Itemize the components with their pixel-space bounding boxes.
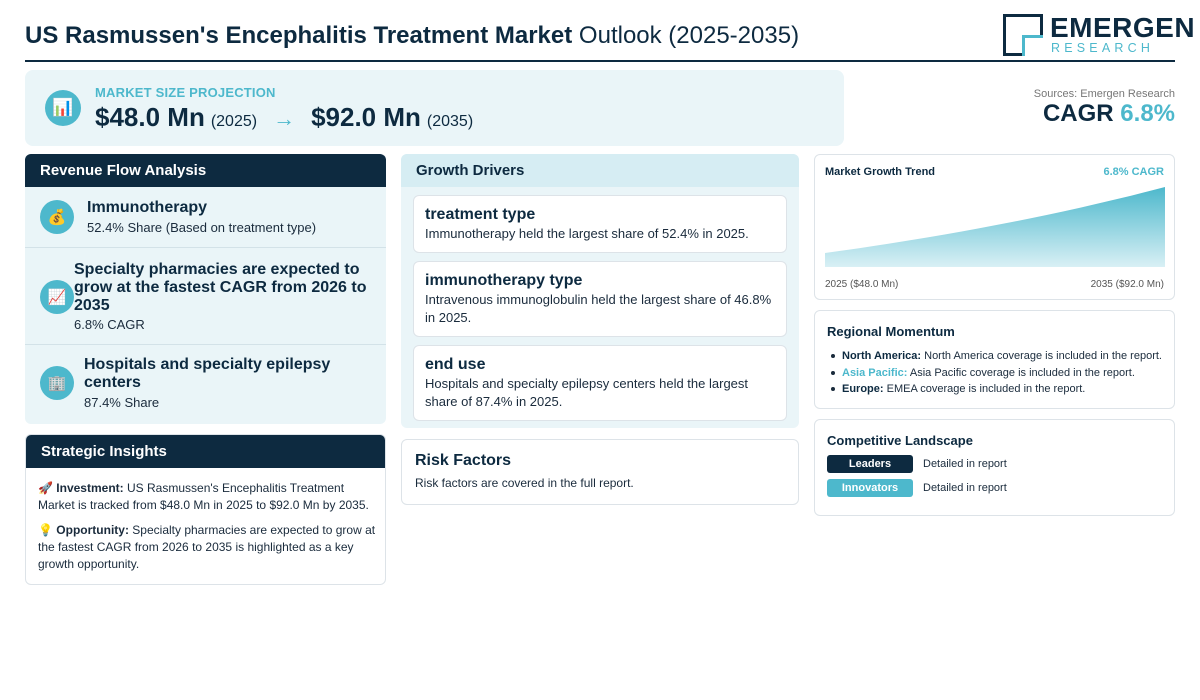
growth-drivers-heading: Growth Drivers [401, 154, 799, 187]
revenue-item-title: Specialty pharmacies are expected to gro… [74, 261, 367, 314]
region-item: North America: North America coverage is… [827, 348, 1172, 365]
cagr-value: 6.8% [1120, 100, 1175, 127]
page-title-suffix: Outlook (2025-2035) [578, 22, 800, 49]
insight-label: Opportunity: [56, 523, 129, 537]
region-item: Asia Pacific: Asia Pacific coverage is i… [827, 365, 1172, 382]
emergen-logo: EMERGEN RESEARCH [1003, 14, 1195, 56]
insight-text: US Rasmussen's Encephalitis Treatment Ma… [38, 481, 369, 512]
competitive-row: Leaders Detailed in report [827, 455, 1007, 473]
driver-title: immunotherapy type [425, 272, 583, 289]
projection-end-year: (2035) [426, 113, 474, 130]
leaders-badge: Leaders [827, 455, 913, 473]
trend-area-chart [825, 187, 1165, 267]
insight-text: Specialty pharmacies are expected to gro… [38, 523, 376, 571]
competitive-landscape-heading: Competitive Landscape [827, 433, 973, 448]
projection-start-value: $48.0 Mn [95, 102, 205, 132]
insight-opportunity: 💡 Opportunity: Specialty pharmacies are … [38, 522, 376, 573]
revenue-item-subtitle: 6.8% CAGR [74, 317, 145, 332]
region-text: Asia Pacific coverage is included in the… [909, 366, 1135, 379]
insight-investment: 🚀 Investment: US Rasmussen's Encephaliti… [38, 480, 376, 514]
region-name: Asia Pacific: [842, 366, 908, 379]
innovators-badge: Innovators [827, 479, 913, 497]
driver-description: Intravenous immunoglobulin held the larg… [425, 292, 772, 325]
insight-label: Investment: [56, 481, 124, 495]
revenue-flow-card: Revenue Flow Analysis 💰 Immunotherapy 52… [25, 154, 386, 424]
risk-factors-heading: Risk Factors [415, 452, 512, 469]
revenue-flow-heading: Revenue Flow Analysis [25, 154, 386, 187]
regional-momentum-heading: Regional Momentum [827, 324, 955, 339]
revenue-item-title: Immunotherapy [87, 199, 208, 216]
trend-up-chart-icon: 📈 [40, 280, 74, 314]
logo-main-text: EMERGEN [1050, 12, 1196, 43]
lightbulb-icon: 💡 [38, 523, 53, 537]
logo-mark-icon [1003, 14, 1043, 56]
region-name: Europe: [842, 383, 884, 395]
risk-factors-description: Risk factors are covered in the full rep… [415, 476, 634, 490]
market-growth-trend-card: Market Growth Trend 6.8% CAGR 2025 ($48.… [814, 154, 1175, 300]
logo-sub-text: RESEARCH [1051, 41, 1155, 55]
revenue-item-subtitle: 52.4% Share (Based on treatment type) [87, 220, 317, 235]
revenue-item-title: Hospitals and specialty epilepsy centers [84, 356, 331, 391]
trend-end-label: 2035 ($92.0 Mn) [1090, 279, 1164, 290]
region-name: North America: [842, 350, 922, 362]
revenue-item: 🏢 Hospitals and specialty epilepsy cente… [25, 345, 386, 424]
arrow-right-icon: → [273, 106, 296, 131]
regional-list: North America: North America coverage is… [827, 348, 1172, 398]
cagr-summary: CAGR 6.8% [1043, 100, 1175, 128]
driver-item: immunotherapy type Intravenous immunoglo… [413, 261, 787, 337]
trend-title: Market Growth Trend [825, 166, 936, 178]
projection-label: MARKET SIZE PROJECTION [95, 85, 276, 100]
trend-start-label: 2025 ($48.0 Mn) [825, 279, 899, 290]
cagr-label: CAGR [1042, 100, 1114, 127]
market-size-projection: 📊 MARKET SIZE PROJECTION $48.0 Mn (2025)… [25, 70, 844, 146]
region-item: Europe: EMEA coverage is included in the… [827, 381, 1172, 398]
region-text: North America coverage is included in th… [924, 350, 1162, 362]
driver-description: Immunotherapy held the largest share of … [425, 226, 749, 241]
projection-end-value: $92.0 Mn [311, 102, 421, 132]
growth-drivers-card: Growth Drivers treatment type Immunother… [401, 154, 799, 428]
driver-item: treatment type Immunotherapy held the la… [413, 195, 787, 253]
money-bag-icon: 💰 [40, 200, 74, 234]
driver-description: Hospitals and specialty epilepsy centers… [425, 376, 749, 409]
revenue-item: 💰 Immunotherapy 52.4% Share (Based on tr… [25, 187, 386, 248]
competitive-landscape-card: Competitive Landscape Leaders Detailed i… [814, 419, 1175, 516]
competitive-row: Innovators Detailed in report [827, 479, 1007, 497]
driver-title: end use [425, 356, 486, 373]
bar-chart-icon: 📊 [45, 90, 81, 126]
trend-cagr: 6.8% CAGR [1103, 166, 1164, 178]
driver-title: treatment type [425, 206, 536, 223]
rocket-icon: 🚀 [38, 481, 53, 495]
strategic-insights-heading: Strategic Insights [26, 435, 385, 468]
revenue-item: 📈 Specialty pharmacies are expected to g… [25, 248, 386, 345]
revenue-item-subtitle: 87.4% Share [84, 395, 160, 410]
page-header: US Rasmussen's Encephalitis Treatment Ma… [25, 12, 1195, 62]
competitive-detail: Detailed in report [923, 482, 1007, 494]
regional-momentum-card: Regional Momentum North America: North A… [814, 310, 1175, 409]
strategic-insights-card: Strategic Insights 🚀 Investment: US Rasm… [25, 434, 386, 585]
competitive-detail: Detailed in report [923, 458, 1007, 470]
sources-note: Sources: Emergen Research [1033, 88, 1175, 100]
driver-item: end use Hospitals and specialty epilepsy… [413, 345, 787, 421]
risk-factors-card: Risk Factors Risk factors are covered in… [401, 439, 799, 505]
page-title: US Rasmussen's Encephalitis Treatment Ma… [25, 22, 799, 50]
projection-start-year: (2025) [210, 113, 258, 130]
hospital-building-icon: 🏢 [40, 366, 74, 400]
projection-values: $48.0 Mn (2025) → $92.0 Mn (2035) [95, 102, 473, 133]
region-text: EMEA coverage is included in the report. [886, 383, 1086, 395]
page-title-main: US Rasmussen's Encephalitis Treatment Ma… [25, 22, 573, 49]
trend-area-series [825, 187, 1165, 267]
